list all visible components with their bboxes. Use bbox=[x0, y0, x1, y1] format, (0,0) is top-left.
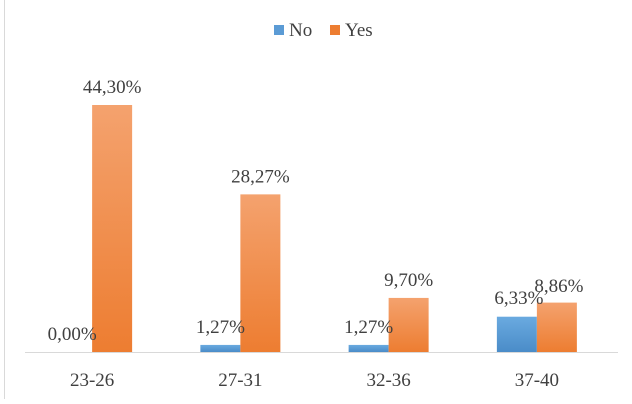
legend-label-no: No bbox=[289, 20, 312, 41]
bars-group bbox=[92, 105, 577, 352]
legend-label-yes: Yes bbox=[345, 20, 373, 41]
legend: No Yes bbox=[274, 20, 373, 41]
bar-yes-32-36 bbox=[388, 297, 429, 352]
data-label-yes-32-36: 9,70% bbox=[384, 270, 433, 291]
bar-no-27-31 bbox=[200, 344, 241, 352]
chart-frame-left-edge bbox=[4, 0, 5, 399]
data-label-no-37-40: 6,33% bbox=[494, 288, 543, 309]
bar-no-37-40 bbox=[496, 316, 537, 352]
data-label-yes-27-31: 28,27% bbox=[231, 166, 290, 187]
data-label-no-27-31: 1,27% bbox=[196, 317, 245, 338]
x-tick-label-37-40: 37-40 bbox=[515, 370, 559, 391]
x-tick-label-27-31: 27-31 bbox=[218, 370, 262, 391]
bar-yes-37-40 bbox=[536, 302, 577, 352]
data-label-no-23-26: 0,00% bbox=[48, 324, 97, 345]
x-tick-labels-group: 23-26 27-31 32-36 37-40 bbox=[70, 370, 559, 391]
legend-swatch-no bbox=[274, 25, 284, 35]
x-tick-label-23-26: 23-26 bbox=[70, 370, 114, 391]
data-labels-group: 0,00% 44,30% 1,27% 28,27% 1,27% 9,70% 6,33%8,8… bbox=[48, 77, 584, 345]
bar-yes-27-31 bbox=[240, 194, 281, 352]
data-label-yes-23-26: 44,30% bbox=[83, 77, 142, 98]
legend-swatch-yes bbox=[330, 25, 340, 35]
data-label-no-32-36: 1,27% bbox=[344, 317, 393, 338]
bar-yes-23-26 bbox=[92, 105, 133, 352]
bar-no-32-36 bbox=[348, 344, 389, 352]
data-label-yes-37-40: 8,86% bbox=[534, 276, 583, 297]
x-tick-label-32-36: 32-36 bbox=[366, 370, 410, 391]
